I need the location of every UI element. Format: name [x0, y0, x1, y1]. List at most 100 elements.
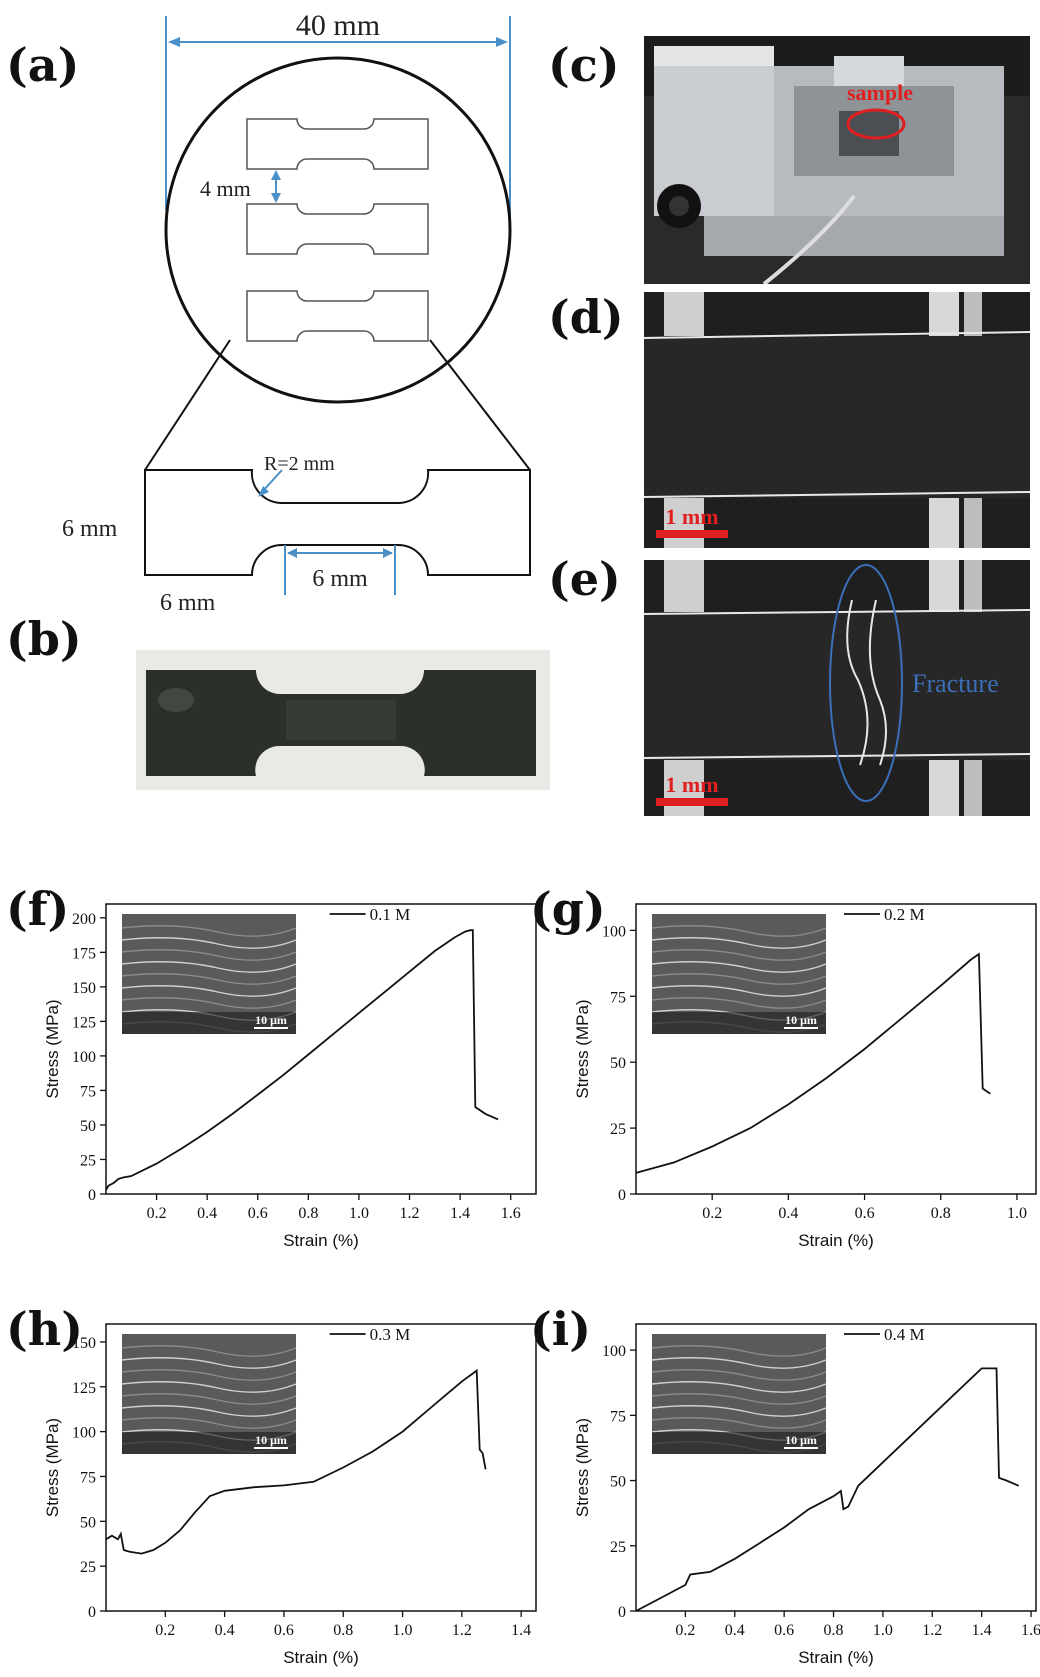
x-tick-label: 0.6 — [855, 1205, 875, 1222]
sem-scale-label: 10 μm — [255, 1013, 287, 1027]
y-tick-label: 25 — [610, 1539, 626, 1556]
width-dimension-label: 40 mm — [296, 9, 380, 42]
height-label: 6 mm — [62, 516, 118, 542]
y-axis-label: Stress (MPa) — [43, 1418, 62, 1517]
y-tick-label: 25 — [80, 1559, 96, 1576]
sem-texture-line — [121, 1393, 297, 1405]
y-tick-label: 125 — [72, 1014, 96, 1031]
y-tick-label: 75 — [80, 1469, 96, 1486]
x-tick-label: 0.2 — [155, 1622, 175, 1639]
sem-texture-line — [121, 949, 297, 961]
x-tick-label: 0.4 — [215, 1622, 235, 1639]
y-tick-label: 100 — [72, 1049, 96, 1066]
sample-photo — [136, 650, 550, 790]
sem-texture-line — [651, 949, 827, 961]
x-tick-label: 0.2 — [702, 1205, 722, 1222]
sem-scale-label: 10 μm — [785, 1013, 817, 1027]
y-tick-label: 25 — [610, 1121, 626, 1138]
x-axis-label: Strain (%) — [798, 1648, 874, 1667]
x-axis-label: Strain (%) — [283, 1648, 359, 1667]
panel-label-d: (d) — [548, 290, 624, 344]
x-tick-label: 0.8 — [298, 1205, 318, 1222]
x-tick-label: 1.0 — [393, 1622, 413, 1639]
data-series-line — [635, 952, 991, 1174]
sem-texture-line — [651, 1417, 827, 1429]
sem-texture-line — [651, 1393, 827, 1405]
y-axis-label: Stress (MPa) — [43, 999, 62, 1098]
y-tick-label: 150 — [72, 1335, 96, 1352]
x-tick-label: 1.4 — [511, 1622, 531, 1639]
x-tick-label: 0.8 — [333, 1622, 353, 1639]
plot-frame — [105, 903, 537, 1195]
sem-texture-line — [121, 1345, 297, 1357]
y-tick-label: 100 — [602, 1343, 626, 1360]
legend-label: 0.3 M — [370, 1325, 411, 1344]
sem-texture-line — [651, 997, 827, 1009]
legend-label: 0.2 M — [884, 905, 925, 924]
sem-texture-line — [121, 985, 297, 997]
y-tick-label: 75 — [610, 1408, 626, 1425]
y-tick-label: 100 — [602, 923, 626, 940]
sem-texture-line — [121, 997, 297, 1009]
y-tick-label: 0 — [618, 1604, 626, 1621]
y-tick-label: 75 — [610, 989, 626, 1006]
fracture-ellipse — [829, 564, 903, 802]
y-tick-label: 175 — [72, 945, 96, 962]
x-tick-label: 0.6 — [774, 1622, 794, 1639]
x-tick-label: 1.0 — [1007, 1205, 1027, 1222]
y-axis-label: Stress (MPa) — [573, 999, 592, 1098]
sem-inset-shade — [122, 1012, 296, 1034]
gauge-length-label: 6 mm — [312, 566, 368, 592]
specimen-schematic: 40 mm 4 mm R=2 mm 6 mm 6 mm 6 mm — [62, 9, 531, 616]
panel-label-h: (h) — [6, 1302, 83, 1356]
y-tick-label: 75 — [80, 1083, 96, 1100]
x-tick-label: 1.2 — [400, 1205, 420, 1222]
sem-texture-line — [121, 1369, 297, 1381]
y-tick-label: 50 — [610, 1055, 626, 1072]
x-tick-label: 0.4 — [725, 1622, 745, 1639]
scale-bar-label-e: 1 mm — [665, 772, 718, 797]
sem-texture-line — [651, 973, 827, 985]
x-tick-label: 1.4 — [450, 1205, 470, 1222]
stress-strain-chart-h: 0 25 50 75 100 125 150 0.2 0.4 0.6 0.8 1.0 1.2 1.4 Str… — [43, 1323, 537, 1667]
y-tick-label: 0 — [618, 1187, 626, 1204]
microscope-photo-fracture: Fracture 1 mm — [644, 560, 1030, 816]
large-dogbone — [144, 469, 531, 576]
x-tick-label: 0.4 — [197, 1205, 217, 1222]
panel-label-g: (g) — [530, 882, 606, 936]
sem-texture-line — [651, 1357, 827, 1369]
fracture-label: Fracture — [912, 669, 999, 698]
legend-label: 0.1 M — [370, 905, 411, 924]
sem-texture-line — [651, 1345, 827, 1357]
data-series-line — [635, 1367, 1020, 1612]
sem-texture-line — [651, 937, 827, 949]
sem-texture-line — [121, 1405, 297, 1417]
x-tick-label: 1.6 — [1021, 1622, 1040, 1639]
sem-texture-line — [651, 925, 827, 937]
x-tick-label: 1.0 — [349, 1205, 369, 1222]
y-tick-label: 150 — [72, 980, 96, 997]
x-tick-label: 1.0 — [873, 1622, 893, 1639]
legend-label: 0.4 M — [884, 1325, 925, 1344]
sem-texture-line — [651, 961, 827, 973]
tensile-tester-photo: sample — [644, 36, 1030, 284]
x-tick-label: 0.8 — [931, 1205, 951, 1222]
sem-inset-shade — [122, 1432, 296, 1454]
radius-label: R=2 mm — [264, 453, 335, 475]
data-series-line — [105, 929, 499, 1191]
y-tick-label: 50 — [80, 1514, 96, 1531]
panel-label-i: (i) — [530, 1302, 592, 1356]
panel-label-f: (f) — [6, 882, 70, 936]
y-tick-label: 25 — [80, 1152, 96, 1169]
sem-scale-label: 10 μm — [785, 1433, 817, 1447]
grip-length-label: 6 mm — [160, 590, 216, 616]
y-tick-label: 200 — [72, 911, 96, 928]
dogbone-1 — [246, 118, 429, 170]
x-tick-label: 1.4 — [972, 1622, 992, 1639]
panel-label-c: (c) — [548, 38, 620, 92]
stress-strain-chart-f: 0 25 50 75 100 125 150 175 200 0.2 0.4 0.6 0.8 1.0 1.2… — [43, 903, 537, 1250]
y-tick-label: 50 — [80, 1118, 96, 1135]
y-tick-label: 0 — [88, 1604, 96, 1621]
wafer-circle — [164, 56, 512, 404]
x-tick-label: 1.2 — [452, 1622, 472, 1639]
